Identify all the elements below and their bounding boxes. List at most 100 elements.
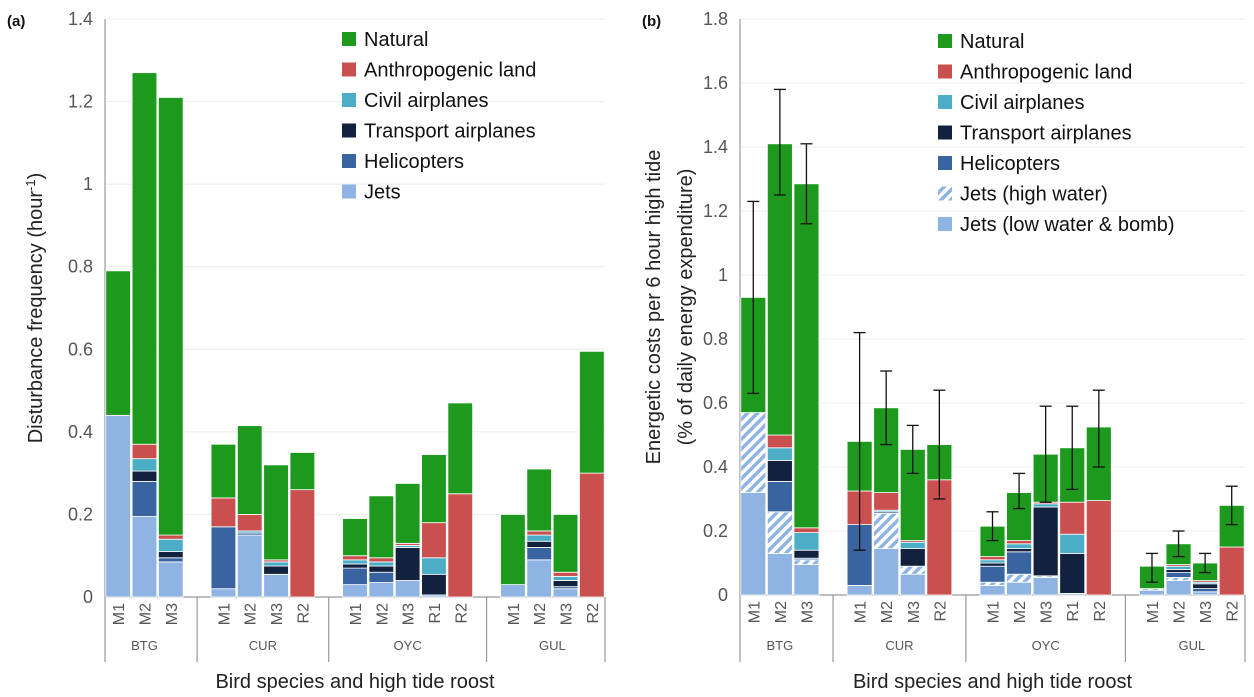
y-tick-label: 0.8 xyxy=(703,329,728,349)
legend-label: Anthropogenic land xyxy=(960,62,1132,84)
bar-segment xyxy=(1006,548,1032,553)
bar-segment xyxy=(1165,569,1192,574)
bar-segment xyxy=(394,483,421,544)
x-tick-label: M2 xyxy=(773,601,790,623)
bar-segment xyxy=(1059,533,1086,554)
bar-segment xyxy=(447,402,474,495)
bar-segment xyxy=(421,573,447,596)
bar-segment xyxy=(552,575,579,581)
bar-segment xyxy=(926,479,953,596)
bar-segment xyxy=(210,443,237,499)
bar-segment xyxy=(342,559,368,565)
bar-segment xyxy=(236,425,263,515)
bar-segment xyxy=(263,561,289,567)
group-label: GUL xyxy=(1178,638,1205,653)
y-tick-label: 1 xyxy=(718,265,728,285)
x-tick-label: M3 xyxy=(1198,601,1215,623)
x-tick-label: M3 xyxy=(906,601,923,623)
y-tick-label: 0.4 xyxy=(68,422,93,442)
bar-segment xyxy=(979,559,1006,564)
bar-segment xyxy=(342,563,368,569)
bar-segment xyxy=(793,549,820,559)
group-label: OYC xyxy=(1032,638,1060,653)
bar-segment xyxy=(552,514,579,573)
y-axis-title-text: Disturbance frequency (hour xyxy=(25,191,47,444)
panel-label: (b) xyxy=(642,13,661,30)
bar-segment xyxy=(158,561,184,598)
bar-segment xyxy=(263,573,289,598)
x-tick-label: M1 xyxy=(853,601,870,623)
bar-segment xyxy=(979,585,1006,596)
legend-label: Natural xyxy=(364,29,428,51)
bar-segment xyxy=(105,270,131,416)
legend-swatch xyxy=(342,62,356,77)
x-tick-label: M1 xyxy=(1145,601,1162,623)
y-axis-title: (% of daily energy expenditure) xyxy=(675,169,697,446)
bar-segment xyxy=(421,454,447,524)
x-tick-label: M3 xyxy=(1039,601,1056,623)
bar-segment xyxy=(526,547,552,561)
bar-segment xyxy=(131,458,158,472)
legend-label: Civil airplanes xyxy=(364,90,489,112)
legend-swatch xyxy=(342,32,356,46)
x-axis-title: Bird species and high tide roost xyxy=(853,671,1132,693)
x-tick-label: M2 xyxy=(879,601,896,623)
bar-segment xyxy=(552,580,579,588)
bar-segment xyxy=(342,555,368,561)
x-axis-title: Bird species and high tide roost xyxy=(215,671,494,693)
bar-segment xyxy=(158,97,184,536)
bar-segment xyxy=(500,514,526,586)
x-tick-label: M2 xyxy=(1172,601,1189,623)
bar-segment xyxy=(131,443,158,460)
bar-segment xyxy=(131,72,158,445)
legend-swatch xyxy=(938,34,952,48)
bar-segment xyxy=(421,522,447,559)
bar-segment xyxy=(368,495,395,559)
legend-label: Helicopters xyxy=(364,151,464,173)
group-label: GUL xyxy=(539,638,566,653)
bar-segment xyxy=(899,548,926,567)
bar-segment xyxy=(1165,572,1192,578)
bar-segment xyxy=(979,562,1006,567)
bar-segment xyxy=(979,565,1006,583)
y-axis-title: Disturbance frequency (hour-1) xyxy=(23,173,48,444)
x-tick-label: M2 xyxy=(243,603,260,625)
bar-segment xyxy=(131,516,158,598)
legend-swatch xyxy=(342,123,356,138)
group-label: BTG xyxy=(767,638,794,653)
bar-segment xyxy=(979,581,1006,586)
bar-segment xyxy=(1032,503,1059,508)
x-tick-label: R1 xyxy=(1065,601,1082,622)
y-tick-label: 1.8 xyxy=(703,9,728,29)
y-axis-title-suffix: ) xyxy=(25,173,47,180)
bar-segment xyxy=(342,567,368,586)
bar-segment xyxy=(289,452,316,491)
y-tick-label: 1.6 xyxy=(703,73,728,93)
bar-segment xyxy=(1218,546,1245,596)
bar-segment xyxy=(766,460,793,482)
x-tick-label: M3 xyxy=(799,601,816,623)
group-label: CUR xyxy=(249,638,277,653)
bar-segment xyxy=(342,584,368,598)
bar-segment xyxy=(979,556,1006,561)
bar-segment xyxy=(1192,583,1219,589)
bar-segment xyxy=(1085,500,1112,596)
bar-segment xyxy=(158,538,184,552)
bar-segment xyxy=(846,585,873,596)
bar-segment xyxy=(368,565,395,573)
x-tick-label: M1 xyxy=(111,603,128,625)
bar-segment xyxy=(131,470,158,482)
x-tick-label: M2 xyxy=(137,603,154,625)
y-tick-label: 1.4 xyxy=(703,137,728,157)
bar-segment xyxy=(1192,591,1219,596)
bar-segment xyxy=(289,489,316,598)
bar-segment xyxy=(1165,565,1192,570)
bar-segment xyxy=(421,557,447,575)
bar-segment xyxy=(368,571,395,583)
legend-label: Jets (low water & bomb) xyxy=(960,214,1175,236)
legend-swatch xyxy=(938,125,952,140)
bar-segment xyxy=(793,532,820,551)
bar-segment xyxy=(526,468,552,532)
bar-segment xyxy=(1165,580,1192,596)
bar-segment xyxy=(526,534,552,542)
